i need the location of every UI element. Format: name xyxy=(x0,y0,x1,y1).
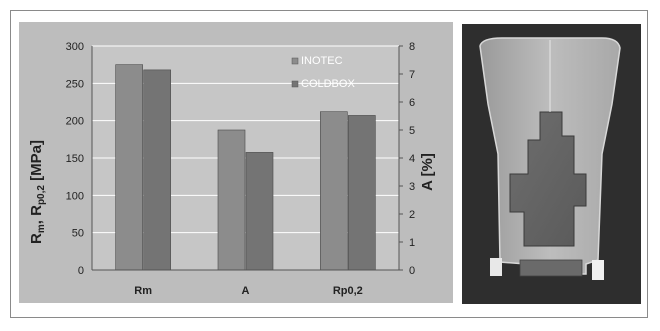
bar-inotec-1 xyxy=(217,129,246,271)
legend-swatch-coldbox xyxy=(291,80,299,88)
legend-swatch-inotec xyxy=(291,57,299,65)
right-tick-label: 4 xyxy=(409,153,415,165)
left-insert xyxy=(490,258,502,276)
casting-cross-section-image xyxy=(462,24,641,304)
casting-core-region xyxy=(509,111,587,247)
left-tick-label: 50 xyxy=(72,228,84,240)
left-axis-label: Rm, Rp0,2 [MPa] xyxy=(28,140,47,244)
bottom-riser xyxy=(519,259,583,277)
left-axis-ticks: 0 50 100 150 200 250 300 xyxy=(66,41,84,277)
left-tick-label: 200 xyxy=(66,116,84,128)
left-axis-label-sub2: p0,2 xyxy=(36,185,47,205)
bar-coldbox-1 xyxy=(245,152,274,271)
category-labels: Rm A Rp0,2 xyxy=(134,285,363,297)
right-tick-label: 6 xyxy=(409,97,415,109)
right-tick-label: 1 xyxy=(409,237,415,249)
category-label: A xyxy=(242,285,250,297)
category-label: Rm xyxy=(134,285,152,297)
bar-coldbox-0 xyxy=(143,69,171,271)
left-tick-label: 100 xyxy=(66,190,84,202)
right-tick-label: 0 xyxy=(409,265,415,277)
right-tick-label: 7 xyxy=(409,69,415,81)
left-axis-label-unit: [MPa] xyxy=(28,140,45,185)
left-axis-label-main: R xyxy=(28,233,45,244)
right-tick-label: 3 xyxy=(409,181,415,193)
left-tick-label: 0 xyxy=(78,265,84,277)
bar-chart: 0 50 100 150 200 250 300 0 1 2 3 4 5 6 7 8 Rm A Rp0,2 Rm… xyxy=(19,22,453,303)
bar-coldbox-2 xyxy=(348,115,376,271)
right-axis-label: A [%] xyxy=(419,153,436,191)
right-insert xyxy=(592,260,604,280)
legend-label-coldbox: COLDBOX xyxy=(301,78,355,90)
bar-inotec-0 xyxy=(115,64,143,271)
left-tick-label: 250 xyxy=(66,78,84,90)
bars xyxy=(115,64,376,271)
right-tick-label: 2 xyxy=(409,209,415,221)
left-axis-label-sep: , R xyxy=(28,205,45,224)
right-axis-ticks: 0 1 2 3 4 5 6 7 8 xyxy=(399,41,415,277)
specimen-photo xyxy=(462,24,641,304)
bar-inotec-2 xyxy=(320,111,348,271)
legend: INOTEC COLDBOX xyxy=(291,55,355,90)
legend-label-inotec: INOTEC xyxy=(301,55,343,67)
right-tick-label: 8 xyxy=(409,41,415,53)
left-tick-label: 150 xyxy=(66,153,84,165)
left-tick-label: 300 xyxy=(66,41,84,53)
category-label: Rp0,2 xyxy=(333,285,363,297)
right-tick-label: 5 xyxy=(409,125,415,137)
chart-panel: 0 50 100 150 200 250 300 0 1 2 3 4 5 6 7 8 Rm A Rp0,2 Rm… xyxy=(19,22,453,303)
left-axis-label-sub1: m xyxy=(36,224,47,233)
